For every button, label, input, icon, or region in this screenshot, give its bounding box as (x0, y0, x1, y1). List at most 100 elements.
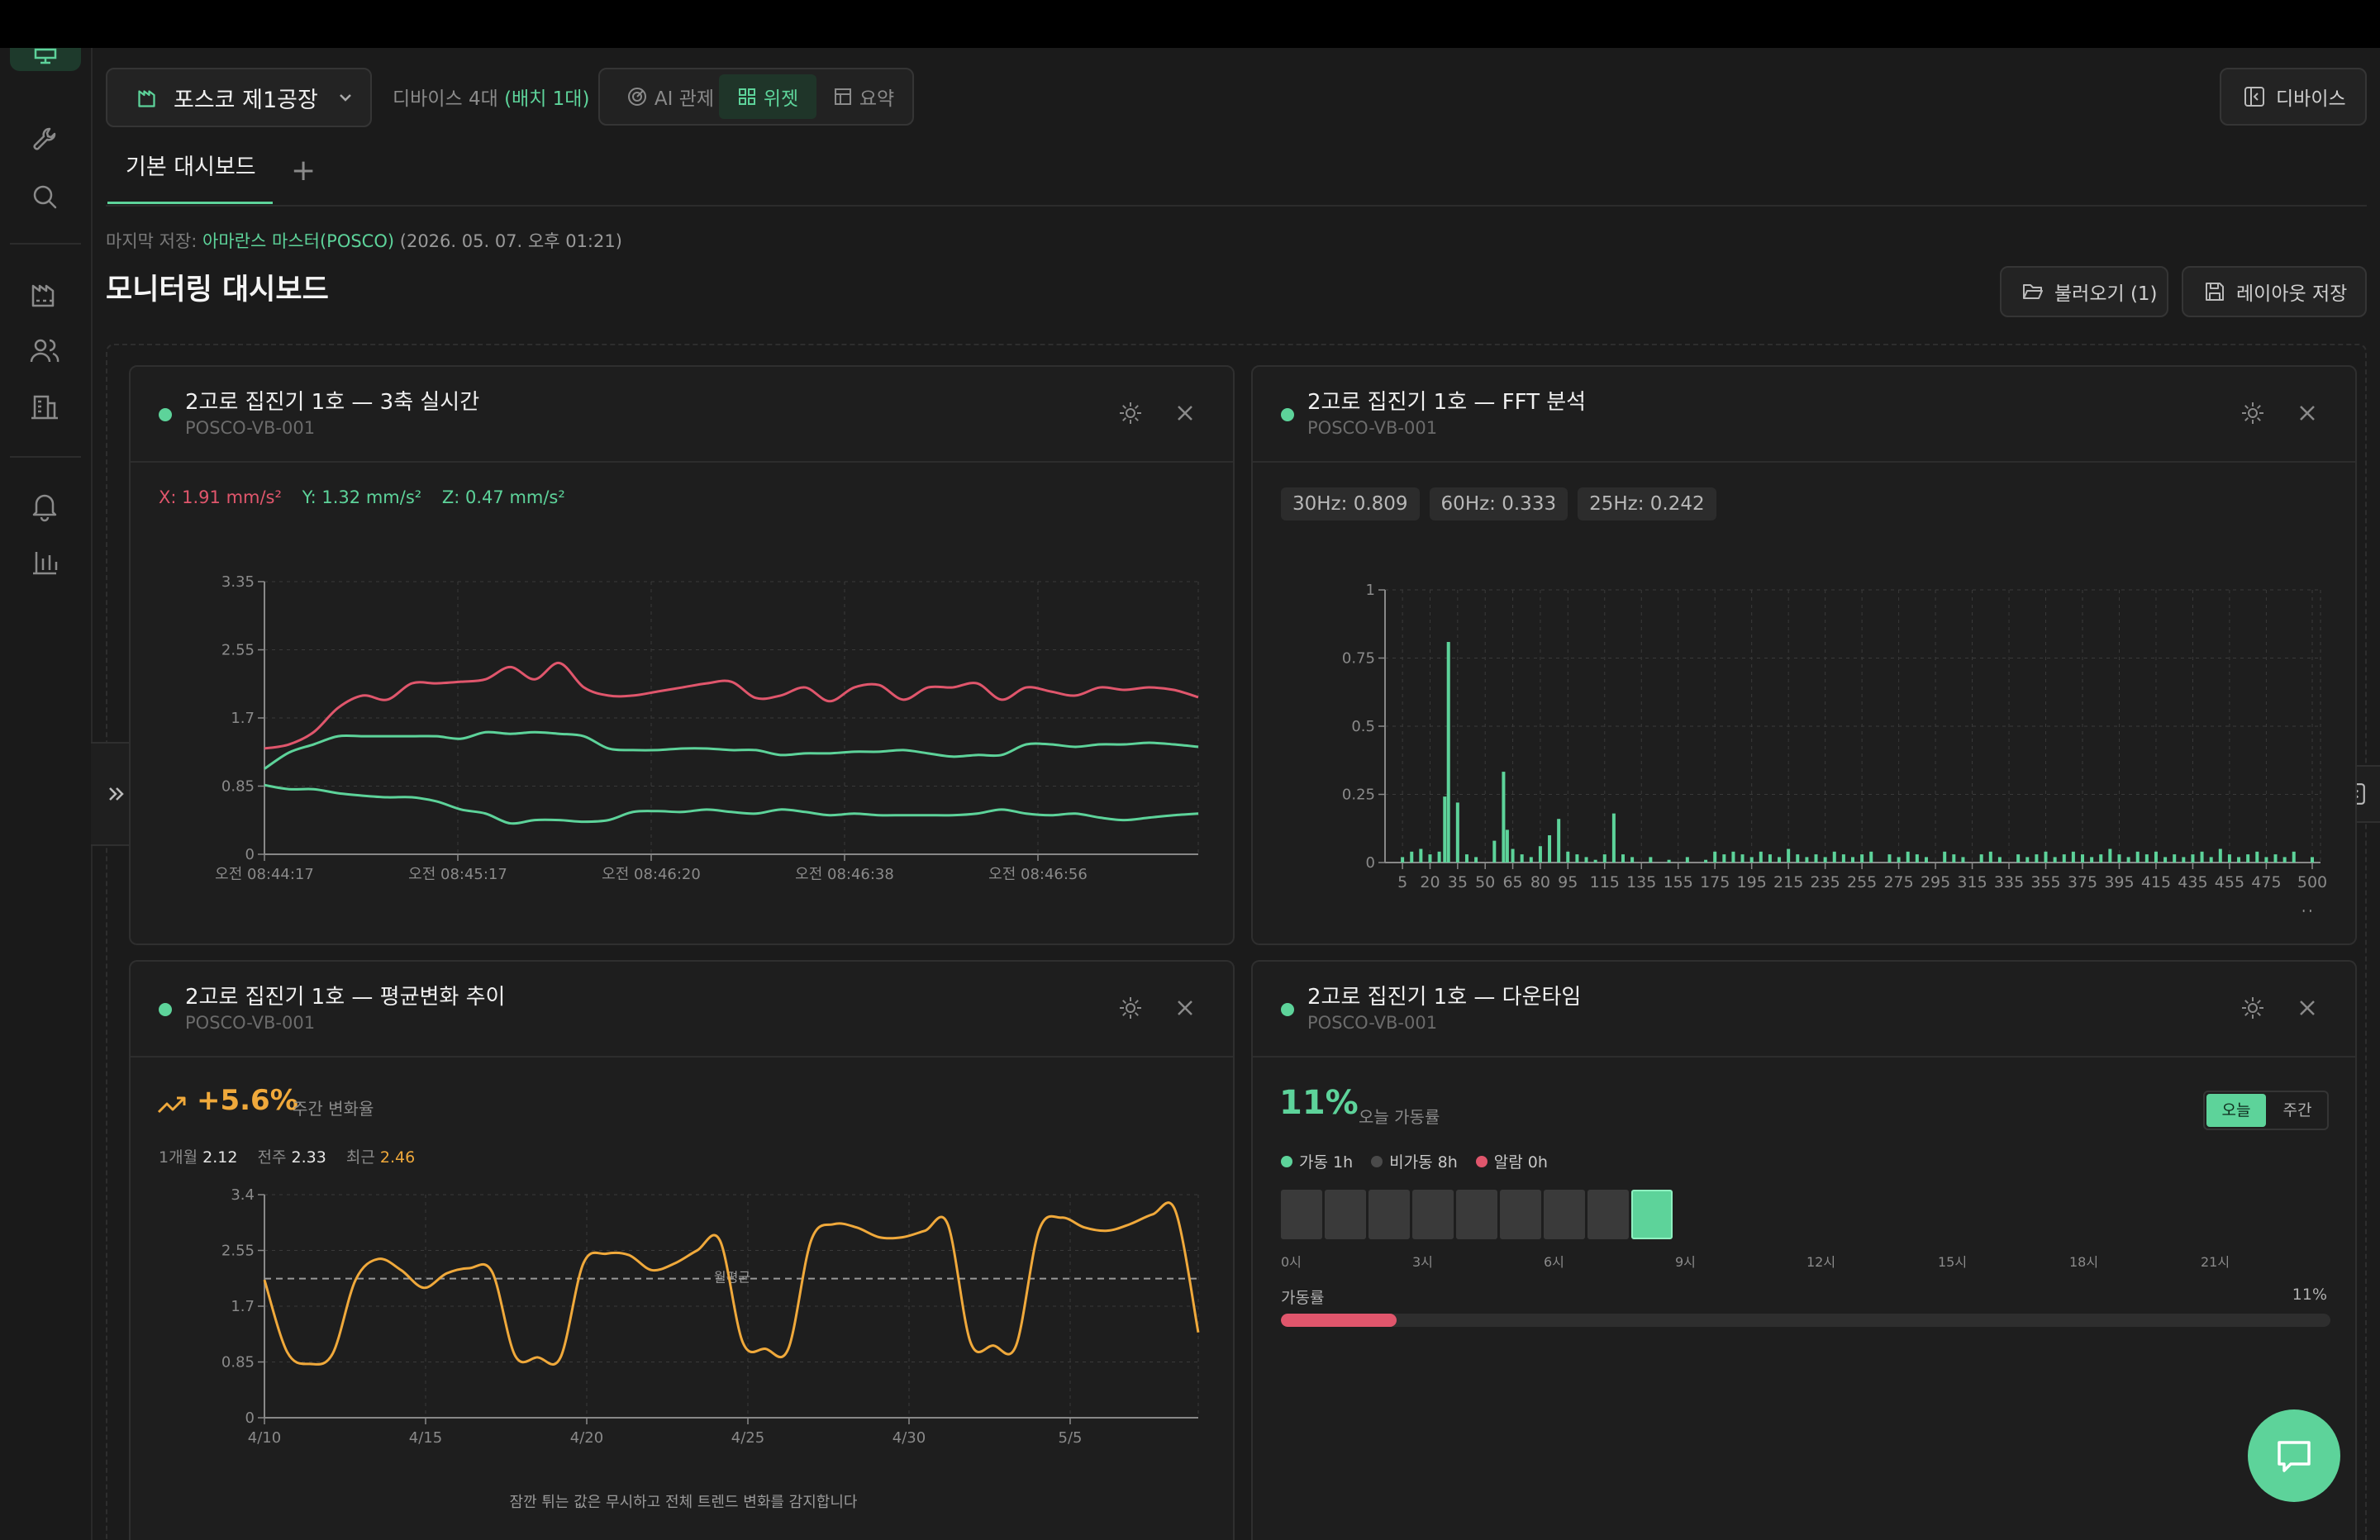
utilization-rate: 11% (1279, 1084, 1359, 1122)
x-tick-label: 195 (1737, 873, 1767, 891)
search-icon[interactable] (28, 180, 61, 213)
factory-select[interactable]: 포스코 제1공장 (106, 68, 372, 127)
y-tick-label: 3.35 (221, 573, 255, 591)
hour-label: 0시 (1281, 1254, 1302, 1270)
tab-summary[interactable]: 요약 (818, 74, 909, 119)
fft-bar (1502, 772, 1506, 863)
device-count-placed: (배치 1대) (504, 88, 590, 110)
fft-bar (2062, 854, 2066, 863)
fft-bar (1952, 854, 1956, 863)
close-icon[interactable] (1173, 402, 1197, 425)
fft-bar (1787, 848, 1791, 863)
fft-bar (2191, 854, 2195, 863)
fft-bar (1805, 857, 1809, 863)
y-tick-label: 0.25 (1342, 787, 1375, 804)
toggle-week[interactable]: 주간 (2282, 1101, 2312, 1119)
fft-bar (2053, 857, 2057, 863)
fft-bar (1464, 854, 1468, 863)
gear-icon[interactable] (2240, 400, 2266, 426)
timeline-slot-idle (1412, 1190, 1454, 1239)
fft-bar (2135, 851, 2140, 863)
users-icon[interactable] (28, 334, 61, 367)
utilization-bar (1281, 1314, 2330, 1327)
table-icon (834, 88, 851, 105)
fft-bar (1740, 854, 1745, 863)
grid-icon (738, 88, 755, 105)
fft-bar (1988, 851, 1992, 863)
hour-label: 18시 (2069, 1254, 2099, 1270)
fft-bar (1557, 819, 1561, 863)
close-icon[interactable] (2296, 996, 2319, 1020)
fft-bar (1492, 840, 1497, 863)
close-icon[interactable] (1173, 996, 1197, 1020)
widget-realtime: 2고로 집진기 1호 — 3축 실시간 POSCO-VB-001 X: 1.91… (129, 365, 1235, 945)
monitor-icon (34, 48, 57, 64)
x-tick-label: 50 (1475, 873, 1495, 891)
fft-bar (2237, 857, 2241, 863)
gear-icon[interactable] (1117, 995, 1144, 1021)
fft-bar (1823, 857, 1827, 863)
fft-bar (1841, 854, 1845, 863)
active-tab-indicator (107, 202, 273, 204)
wrench-icon[interactable] (28, 122, 61, 155)
toggle-today[interactable]: 오늘 (2206, 1094, 2266, 1127)
tab-default-dashboard[interactable]: 기본 대시보드 (126, 154, 256, 180)
fft-bar (2071, 851, 2075, 863)
y-tick-label: 0.75 (1342, 650, 1375, 668)
fft-bar (1961, 857, 1965, 863)
timeline-slot-idle (1456, 1190, 1497, 1239)
save-layout-button[interactable]: 레이아웃 저장 (2182, 266, 2367, 317)
fft-bar (1906, 851, 1910, 863)
bar-chart-icon[interactable] (28, 545, 61, 578)
fft-bar (2173, 854, 2177, 863)
fft-bar (2163, 857, 2168, 863)
x-tick-label: 435 (2178, 873, 2207, 891)
close-icon[interactable] (2296, 402, 2319, 425)
device-panel-button[interactable]: 디바이스 (2220, 68, 2367, 126)
y-tick-label: 2.55 (221, 642, 255, 659)
factory-icon (138, 90, 155, 107)
x-tick-label: 500 (2297, 873, 2327, 891)
fft-bar (2081, 854, 2084, 863)
fft-bar (1584, 857, 1588, 863)
legend-z: Z: 0.47 mm/s² (441, 487, 565, 507)
x-tick-label: 295 (1921, 873, 1950, 891)
load-layout-button[interactable]: 불러오기 (1) (2000, 266, 2168, 317)
widget-downtime: 2고로 집진기 1호 — 다운타임 POSCO-VB-001 11% 오늘 가동… (1251, 960, 2357, 1540)
y-tick-label: 1 (1366, 582, 1375, 599)
folder-open-icon (2023, 284, 2043, 299)
add-tab-button[interactable]: + (291, 154, 317, 188)
x-tick-label: 235 (1811, 873, 1840, 891)
x-tick-label: 395 (2104, 873, 2134, 891)
fft-bar (1722, 854, 1726, 863)
fft-bar (2126, 857, 2130, 863)
fft-bar (1869, 851, 1873, 863)
x-tick-label: 4/25 (731, 1429, 764, 1447)
gear-icon[interactable] (2240, 995, 2266, 1021)
fft-bar (1860, 854, 1864, 863)
x-tick-label: 415 (2141, 873, 2171, 891)
timeline-slot-idle (1544, 1190, 1585, 1239)
timeline-slot-run (1631, 1190, 1673, 1239)
fft-bar (2255, 851, 2259, 863)
chat-button[interactable] (2248, 1409, 2340, 1502)
widget-header (1253, 367, 2355, 463)
status-dot (159, 408, 172, 421)
hour-label: 9시 (1675, 1254, 1696, 1270)
tab-widgets[interactable]: 위젯 (719, 74, 816, 119)
fft-bar (1749, 857, 1754, 863)
building-icon[interactable] (28, 390, 61, 423)
sidebar-item-monitoring[interactable] (10, 48, 81, 71)
factory-icon[interactable] (28, 278, 61, 311)
fft-bar (1887, 854, 1892, 863)
bell-icon[interactable] (28, 489, 61, 522)
gear-icon[interactable] (1117, 400, 1144, 426)
fft-bar (1768, 854, 1772, 863)
x-tick-label: 135 (1626, 873, 1656, 891)
series-line-y (264, 730, 1199, 770)
tab-ai-monitor[interactable]: AI 관제 (605, 74, 735, 119)
fft-bar (1419, 848, 1423, 863)
trend-stats: 1개월 2.12 전주 2.33 최근 2.46 (159, 1148, 416, 1167)
widget-fft: 2고로 집진기 1호 — FFT 분석 POSCO-VB-001 30Hz: 0… (1251, 365, 2357, 945)
fft-bar (1520, 854, 1524, 863)
